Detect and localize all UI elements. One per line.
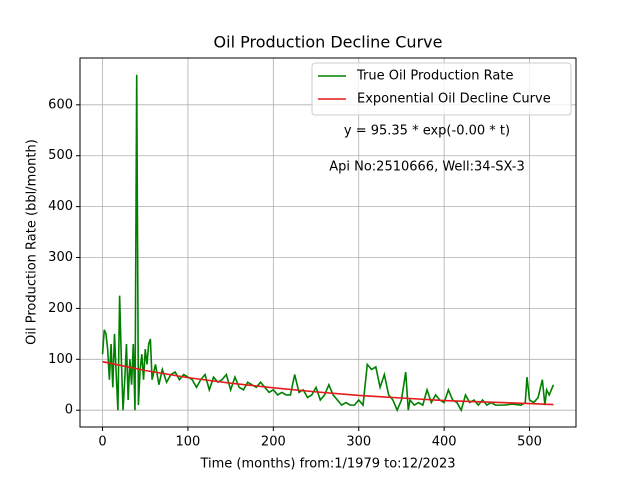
y-tick-label: 600 [48,97,73,112]
x-tick-label: 500 [517,435,542,450]
y-tick-label: 0 [65,403,73,418]
annotation: y = 95.35 * exp(-0.00 * t) [344,124,510,139]
legend-label: True Oil Production Rate [356,69,513,84]
x-tick-label: 200 [261,435,286,450]
plot-frame [79,57,577,428]
annotation: Api No:2510666, Well:34-SX-3 [329,160,525,175]
legend-label: Exponential Oil Decline Curve [357,92,551,107]
x-axis-label: Time (months) from:1/1979 to:12/2023 [199,457,455,472]
y-tick-label: 300 [48,250,73,265]
y-axis-label: Oil Production Rate (bbl/month) [25,139,40,345]
y-tick-label: 200 [48,301,73,316]
x-tick-label: 0 [98,435,106,450]
y-tick-label: 400 [48,199,73,214]
x-tick-label: 100 [176,435,201,450]
x-tick-label: 400 [432,435,457,450]
legend-box [311,62,572,116]
data-line [101,74,555,413]
data-line [102,360,554,406]
chart-title: Oil Production Decline Curve [214,33,443,52]
y-tick-label: 100 [48,352,73,367]
x-tick-label: 300 [346,435,371,450]
y-tick-label: 500 [48,148,73,163]
